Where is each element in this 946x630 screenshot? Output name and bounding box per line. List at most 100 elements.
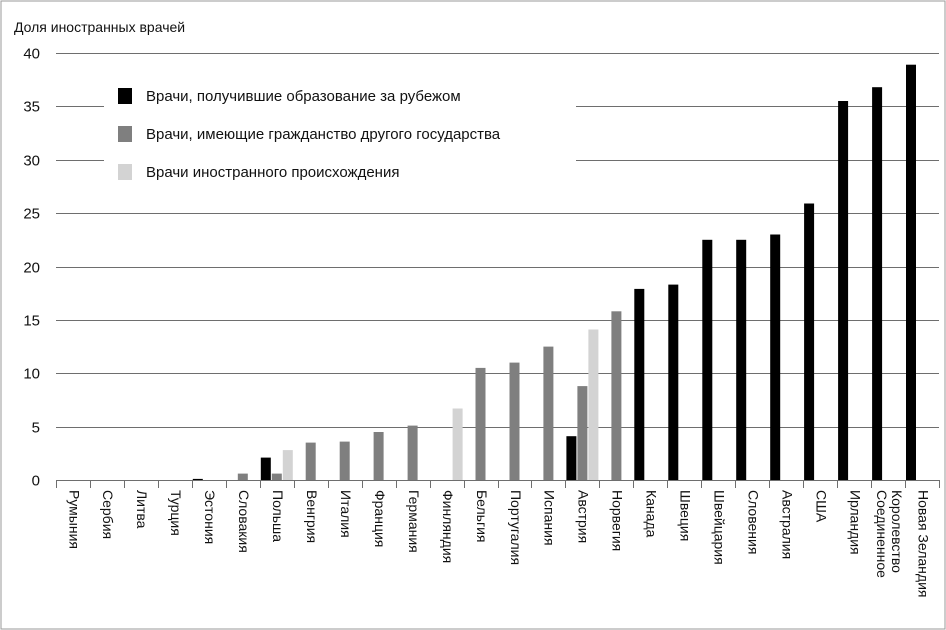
- bar-Эстония-series-1: [192, 478, 203, 480]
- x-tick-label: Италия: [338, 490, 354, 538]
- x-tick-label-group: Турция: [168, 490, 184, 536]
- x-tick-label-group: Сербия: [100, 490, 116, 539]
- legend-swatch-educated-abroad: [118, 88, 132, 104]
- legend-swatch-foreign-born: [118, 164, 132, 180]
- x-tick-label-group: Финляндия: [440, 490, 456, 563]
- legend-background: [104, 82, 576, 194]
- x-tick-label: Польша: [270, 490, 286, 542]
- x-tick-label: Эстония: [202, 490, 218, 544]
- bar-Словения-series-1: [736, 239, 747, 480]
- x-tick-label: Соединенное: [874, 490, 890, 578]
- x-tick-label-group: Австрия: [576, 490, 592, 543]
- x-tick-label: Новая Зеландия: [915, 490, 931, 597]
- x-tick-label: Литва: [134, 490, 150, 529]
- x-tick-label: США: [813, 490, 829, 523]
- bar-Австралия-series-1: [770, 234, 781, 480]
- x-tick-label-group: Норвегия: [610, 490, 626, 551]
- x-tick-label: Ирландия: [847, 490, 863, 555]
- bar-Польша-series-1: [260, 457, 271, 480]
- x-tick-label: Австрия: [576, 490, 592, 543]
- x-tick-label-group: Швеция: [678, 490, 694, 541]
- x-tick-label: Швеция: [678, 490, 694, 541]
- y-tick-label: 15: [23, 313, 40, 330]
- x-tick-label-group: Бельгия: [474, 490, 490, 542]
- grid-layer: [56, 53, 940, 488]
- y-axis-title: Доля иностранных врачей: [14, 19, 185, 35]
- bar-Франция-series-2: [373, 432, 384, 480]
- bar-Канада-series-1: [634, 288, 645, 480]
- bar-Швейцария-series-1: [702, 239, 713, 480]
- bar-Соединенное Королевство-series-1: [872, 87, 883, 480]
- bar-Финляндия-series-3: [452, 408, 463, 480]
- x-tick-label: Словакия: [236, 490, 252, 553]
- x-tick-label-group: США: [813, 490, 829, 523]
- y-tick-label: 30: [23, 153, 40, 170]
- x-tick-label: Канада: [644, 490, 660, 538]
- bar-Норвегия-series-2: [611, 311, 622, 480]
- x-tick-label-group: Эстония: [202, 490, 218, 544]
- x-tick-label: Венгрия: [304, 490, 320, 543]
- x-tick-label-group: Ирландия: [847, 490, 863, 555]
- x-tick-label: Германия: [406, 490, 422, 553]
- x-tick-label-group: Канада: [644, 490, 660, 538]
- y-tick-label: 25: [23, 206, 40, 223]
- x-tick-label-group: Португалия: [508, 490, 524, 565]
- bar-Германия-series-2: [407, 425, 418, 480]
- bar-Австрия-series-1: [566, 436, 577, 480]
- bars: [192, 64, 916, 480]
- x-tick-label: Швейцария: [712, 490, 728, 565]
- legend-label-foreign-citizenship: Врачи, имеющие гражданство другого госуд…: [146, 126, 501, 143]
- x-tick-label-group: Испания: [542, 490, 558, 546]
- legend-label-foreign-born: Врачи иностранного происхождения: [146, 164, 399, 181]
- legend: Врачи, получившие образование за рубежом…: [104, 82, 576, 194]
- x-tick-label: Испания: [542, 490, 558, 546]
- y-tick-label: 20: [23, 260, 40, 277]
- x-tick-label-group: Литва: [134, 490, 150, 529]
- x-tick-label-group: Франция: [372, 490, 388, 547]
- x-tick-label: Португалия: [508, 490, 524, 565]
- bar-Португалия-series-2: [509, 362, 520, 480]
- x-tick-label: Бельгия: [474, 490, 490, 542]
- x-tick-label-group: Словения: [746, 490, 762, 554]
- x-tick-labels: Румыния Сербия Литва Турция Эстония Словакия П…: [66, 490, 931, 597]
- y-tick-label: 0: [32, 473, 40, 490]
- x-tick-label-group: Италия: [338, 490, 354, 538]
- x-tick-label-group: Румыния: [66, 490, 82, 549]
- x-tick-label-group: Новая Зеландия: [915, 490, 931, 597]
- bar-Австрия-series-2: [577, 386, 588, 480]
- bar-Швеция-series-1: [668, 284, 679, 480]
- bar-Польша-series-2: [271, 473, 282, 480]
- y-tick-label: 35: [23, 99, 40, 116]
- x-tick-label: Австралия: [779, 490, 795, 559]
- x-tick-label: Румыния: [66, 490, 82, 549]
- x-tick-label-group: Словакия: [236, 490, 252, 553]
- x-tick-label: Норвегия: [610, 490, 626, 551]
- bar-Австрия-series-3: [588, 329, 599, 480]
- bar-США-series-1: [804, 203, 815, 480]
- bar-Новая Зеландия-series-1: [906, 64, 916, 480]
- x-tick-label: Сербия: [100, 490, 116, 539]
- x-tick-label: Турция: [168, 490, 184, 536]
- x-tick-label-group: Польша: [270, 490, 286, 542]
- bar-Польша-series-3: [282, 450, 293, 480]
- x-tick-label: Финляндия: [440, 490, 456, 563]
- x-tick-label: Королевство: [889, 490, 905, 573]
- x-tick-label-group: Швейцария: [712, 490, 728, 565]
- x-tick-label-group: Германия: [406, 490, 422, 553]
- legend-label-educated-abroad: Врачи, получившие образование за рубежом: [146, 88, 461, 105]
- y-tick-label: 5: [32, 420, 40, 437]
- y-tick-labels: 0 5 10 15 20 25 30 35 40: [23, 46, 40, 490]
- x-tick-label: Франция: [372, 490, 388, 547]
- y-tick-label: 10: [23, 366, 40, 383]
- x-tick-label: Словения: [746, 490, 762, 554]
- y-tick-label: 40: [23, 46, 40, 63]
- x-tick-label-group: Венгрия: [304, 490, 320, 543]
- bar-Италия-series-2: [339, 441, 350, 480]
- legend-swatch-foreign-citizenship: [118, 126, 132, 142]
- bar-Испания-series-2: [543, 346, 554, 480]
- x-tick-label-group: Соединенное Королевство: [874, 490, 905, 578]
- bar-Словакия-series-2: [237, 473, 248, 480]
- bar-Бельгия-series-2: [475, 367, 486, 480]
